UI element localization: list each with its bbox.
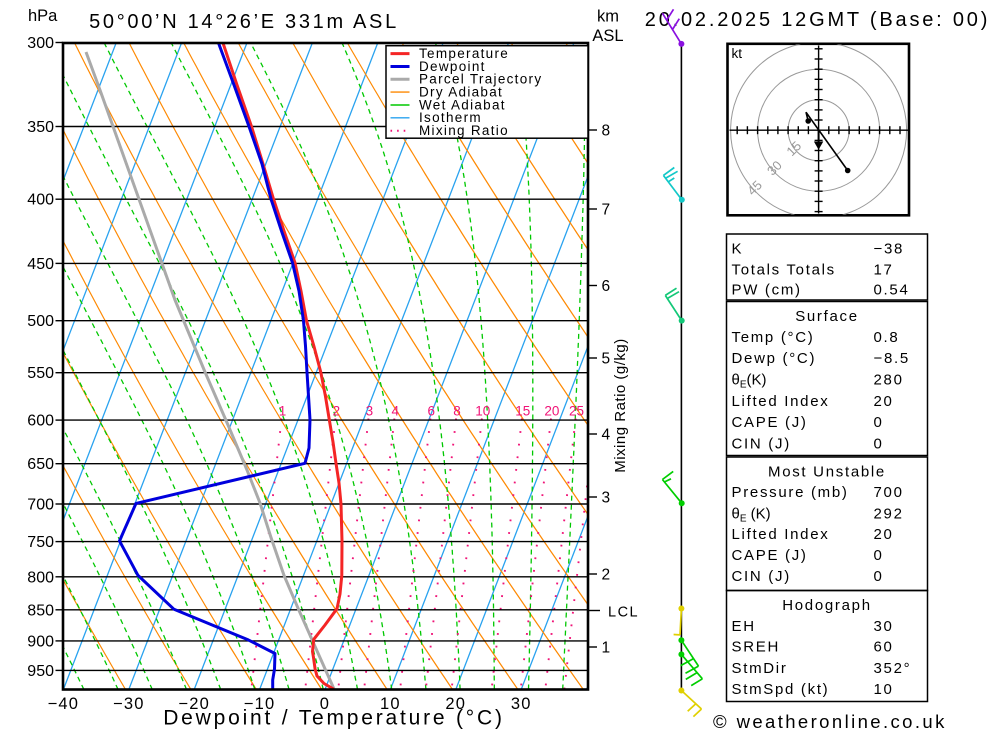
svg-text:Dewp (°C): Dewp (°C): [732, 350, 817, 367]
svg-text:850: 850: [27, 602, 54, 619]
svg-text:kt: kt: [732, 46, 743, 61]
svg-text:0: 0: [874, 414, 884, 431]
svg-text:800: 800: [27, 569, 54, 586]
svg-text:Dewpoint: Dewpoint: [419, 59, 486, 74]
svg-text:© weatheronline.co.uk: © weatheronline.co.uk: [713, 711, 947, 732]
svg-text:25: 25: [569, 404, 584, 419]
svg-text:SREH: SREH: [732, 639, 780, 656]
svg-text:Dry Adiabat: Dry Adiabat: [419, 85, 503, 100]
svg-text:5: 5: [602, 351, 611, 368]
svg-text:30: 30: [874, 618, 894, 635]
svg-text:20: 20: [544, 404, 559, 419]
svg-text:280: 280: [874, 372, 904, 389]
svg-text:8: 8: [453, 404, 461, 419]
svg-text:Lifted Index: Lifted Index: [732, 393, 830, 410]
svg-text:4: 4: [392, 404, 400, 419]
svg-text:Hodograph: Hodograph: [782, 597, 872, 614]
svg-text:292: 292: [874, 505, 904, 522]
svg-text:2: 2: [333, 404, 341, 419]
svg-text:LCL: LCL: [608, 605, 639, 621]
svg-text:750: 750: [27, 534, 54, 551]
svg-text:15: 15: [515, 404, 530, 419]
svg-text:ASL: ASL: [592, 27, 623, 45]
svg-text:20: 20: [445, 695, 466, 713]
svg-text:CAPE (J): CAPE (J): [732, 414, 808, 431]
svg-text:500: 500: [27, 313, 54, 330]
svg-text:0: 0: [320, 695, 330, 713]
svg-text:50°00’N 14°26’E 331m ASL: 50°00’N 14°26’E 331m ASL: [89, 11, 399, 33]
svg-text:20: 20: [874, 393, 894, 410]
svg-text:10: 10: [380, 695, 401, 713]
svg-text:60: 60: [874, 639, 894, 656]
svg-text:Isotherm: Isotherm: [419, 110, 482, 125]
svg-text:8: 8: [602, 123, 611, 140]
svg-text:Dewpoint / Temperature (°C): Dewpoint / Temperature (°C): [163, 707, 505, 730]
svg-text:4: 4: [602, 427, 611, 444]
svg-text:600: 600: [27, 413, 54, 430]
svg-text:PW (cm): PW (cm): [732, 281, 802, 298]
svg-text:900: 900: [27, 633, 54, 650]
svg-text:7: 7: [602, 202, 611, 219]
svg-text:Mixing Ratio (g/kg): Mixing Ratio (g/kg): [612, 338, 629, 473]
svg-text:3: 3: [366, 404, 374, 419]
svg-text:θE(K): θE(K): [732, 372, 767, 391]
svg-text:20: 20: [874, 526, 894, 543]
svg-text:Temperature: Temperature: [419, 46, 509, 61]
svg-text:550: 550: [27, 365, 54, 382]
svg-text:352°: 352°: [874, 660, 912, 677]
svg-text:StmDir: StmDir: [732, 660, 788, 677]
svg-text:450: 450: [27, 256, 54, 273]
svg-text:1: 1: [279, 404, 287, 419]
svg-text:350: 350: [27, 119, 54, 136]
svg-text:−8.5: −8.5: [874, 350, 910, 367]
svg-text:0.8: 0.8: [874, 329, 900, 346]
svg-text:1: 1: [602, 640, 611, 657]
svg-text:Wet Adiabat: Wet Adiabat: [419, 97, 506, 112]
svg-text:Surface: Surface: [795, 308, 859, 325]
svg-text:10: 10: [874, 681, 894, 698]
svg-text:950: 950: [27, 663, 54, 680]
svg-text:−40: −40: [48, 695, 80, 713]
svg-text:Pressure (mb): Pressure (mb): [732, 484, 849, 501]
svg-text:km: km: [597, 8, 619, 26]
svg-text:0: 0: [874, 547, 884, 564]
svg-text:θE (K): θE (K): [732, 505, 771, 524]
svg-text:700: 700: [874, 484, 904, 501]
svg-text:2: 2: [602, 567, 611, 584]
svg-text:0.54: 0.54: [874, 281, 910, 298]
svg-text:300: 300: [27, 35, 54, 52]
svg-text:EH: EH: [732, 618, 756, 635]
svg-text:−38: −38: [874, 241, 905, 258]
svg-text:−30: −30: [113, 695, 145, 713]
svg-text:Most Unstable: Most Unstable: [768, 464, 886, 481]
svg-text:StmSpd (kt): StmSpd (kt): [732, 681, 830, 698]
svg-text:−20: −20: [178, 695, 210, 713]
svg-text:20.02.2025 12GMT (Base: 00): 20.02.2025 12GMT (Base: 00): [645, 9, 990, 31]
svg-text:Temp (°C): Temp (°C): [732, 329, 815, 346]
svg-text:700: 700: [27, 497, 54, 514]
svg-text:−10: −10: [244, 695, 276, 713]
svg-text:Lifted Index: Lifted Index: [732, 526, 830, 543]
svg-text:hPa: hPa: [28, 7, 58, 25]
svg-text:30: 30: [511, 695, 532, 713]
svg-text:CIN (J): CIN (J): [732, 568, 791, 585]
svg-text:Mixing Ratio: Mixing Ratio: [419, 123, 509, 138]
svg-text:400: 400: [27, 192, 54, 209]
svg-text:650: 650: [27, 456, 54, 473]
svg-text:3: 3: [602, 490, 611, 507]
svg-text:Totals Totals: Totals Totals: [732, 262, 836, 279]
svg-text:6: 6: [428, 404, 436, 419]
svg-text:CIN (J): CIN (J): [732, 436, 791, 453]
svg-text:K: K: [732, 241, 744, 258]
svg-text:6: 6: [602, 278, 611, 295]
svg-text:10: 10: [475, 404, 490, 419]
svg-text:17: 17: [874, 262, 894, 279]
svg-text:0: 0: [874, 568, 884, 585]
svg-text:0: 0: [874, 436, 884, 453]
svg-text:CAPE (J): CAPE (J): [732, 547, 808, 564]
svg-text:Parcel Trajectory: Parcel Trajectory: [419, 72, 542, 87]
